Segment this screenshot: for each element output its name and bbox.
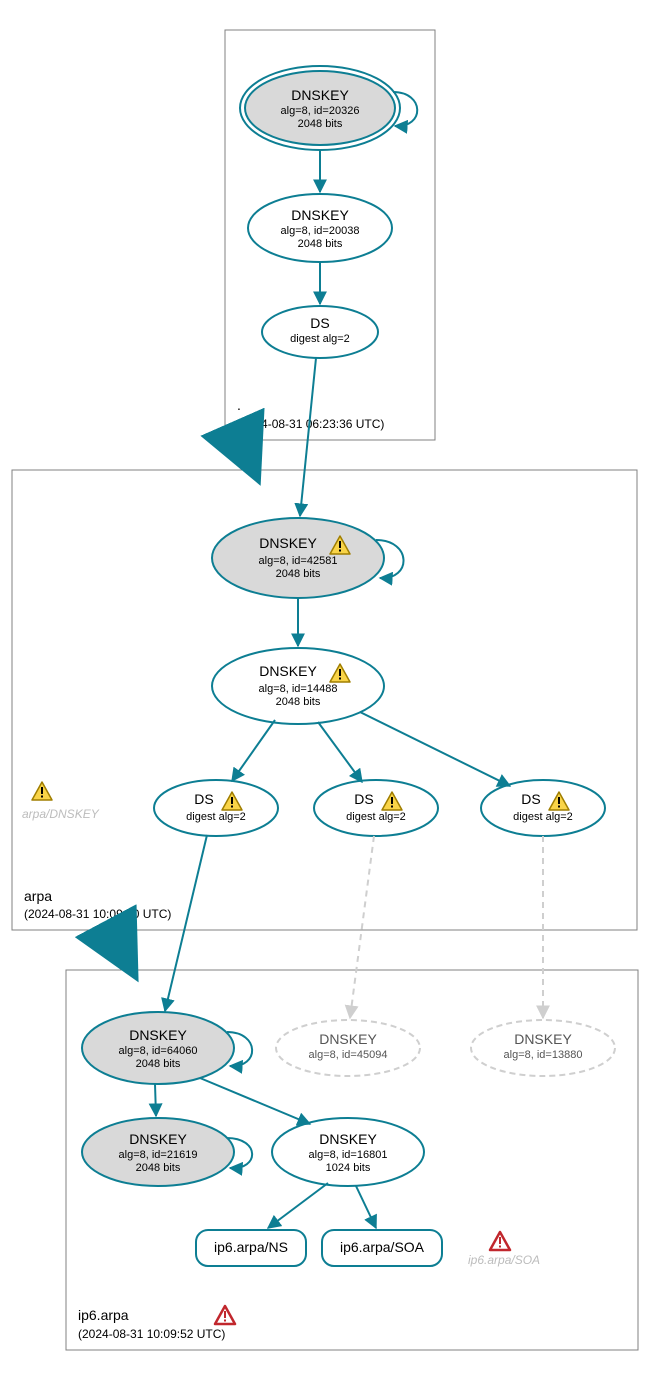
svg-text:2048 bits: 2048 bits [276, 568, 321, 580]
node-root-ksk: DNSKEY alg=8, id=20326 2048 bits [240, 66, 400, 150]
svg-text:2048 bits: 2048 bits [136, 1058, 181, 1070]
svg-text:alg=8, id=14488: alg=8, id=14488 [259, 683, 338, 695]
edge-zone-root-arpa [237, 432, 255, 473]
svg-text:ip6.arpa/SOA: ip6.arpa/SOA [468, 1253, 540, 1267]
svg-text:DNSKEY: DNSKEY [514, 1031, 572, 1047]
node-ip6-zsk: DNSKEY alg=8, id=16801 1024 bits [272, 1118, 424, 1186]
node-ip6-ghost2: DNSKEY alg=8, id=13880 [471, 1020, 615, 1076]
svg-text:digest alg=2: digest alg=2 [513, 811, 573, 823]
edge-ip6-ksk-ksk2 [155, 1084, 156, 1116]
node-root-zsk: DNSKEY alg=8, id=20038 2048 bits [248, 194, 392, 262]
node-arpa-ds1: DS digest alg=2 [154, 780, 278, 836]
node-ip6-soa: ip6.arpa/SOA [322, 1230, 442, 1266]
svg-text:DNSKEY: DNSKEY [291, 87, 349, 103]
node-arpa-ds2: DS digest alg=2 [314, 780, 438, 836]
svg-text:DS: DS [194, 791, 213, 807]
edge-arpazsk-ds1 [232, 720, 275, 781]
svg-text:2048 bits: 2048 bits [298, 238, 343, 250]
svg-text:alg=8, id=13880: alg=8, id=13880 [504, 1049, 583, 1061]
svg-text:DS: DS [354, 791, 373, 807]
edge-arpazsk-ds3 [360, 712, 510, 786]
svg-text:digest alg=2: digest alg=2 [290, 333, 350, 345]
svg-text:alg=8, id=20038: alg=8, id=20038 [281, 225, 360, 237]
svg-text:2048 bits: 2048 bits [136, 1162, 181, 1174]
node-ip6-ksk2: DNSKEY alg=8, id=21619 2048 bits [82, 1118, 234, 1186]
node-arpa-zsk: DNSKEY alg=8, id=14488 2048 bits [212, 648, 384, 724]
edge-zsk-soa [356, 1186, 376, 1228]
edge-ip6-ksk-zsk [200, 1078, 310, 1124]
edge-zone-arpa-ip6 [108, 925, 132, 970]
zone-arpa-title: arpa [24, 888, 52, 904]
svg-text:ip6.arpa/SOA: ip6.arpa/SOA [340, 1239, 425, 1255]
svg-text:2048 bits: 2048 bits [298, 118, 343, 130]
node-ip6-ns: ip6.arpa/NS [196, 1230, 306, 1266]
ip6-extra-error: ip6.arpa/SOA [468, 1232, 540, 1267]
svg-text:DS: DS [521, 791, 540, 807]
node-arpa-ksk: DNSKEY alg=8, id=42581 2048 bits [212, 518, 384, 598]
svg-text:DNSKEY: DNSKEY [259, 535, 317, 551]
svg-text:ip6.arpa/NS: ip6.arpa/NS [214, 1239, 288, 1255]
svg-text:DNSKEY: DNSKEY [291, 207, 349, 223]
svg-text:2048 bits: 2048 bits [276, 696, 321, 708]
arpa-extra-warning: arpa/DNSKEY [22, 782, 100, 821]
svg-text:alg=8, id=64060: alg=8, id=64060 [119, 1045, 198, 1057]
dnssec-diagram: . (2024-08-31 06:23:36 UTC) DNSKEY alg=8… [0, 0, 660, 1382]
edge-ds1-ip6ksk [165, 835, 207, 1011]
svg-text:alg=8, id=42581: alg=8, id=42581 [259, 555, 338, 567]
svg-text:alg=8, id=20326: alg=8, id=20326 [281, 105, 360, 117]
node-ip6-ksk: DNSKEY alg=8, id=64060 2048 bits [82, 1012, 234, 1084]
svg-text:DNSKEY: DNSKEY [319, 1031, 377, 1047]
zone-root-title: . [237, 397, 241, 413]
zone-ip6-error-icon [215, 1306, 235, 1324]
edge-rootds-arpaksk [300, 358, 316, 516]
node-root-ds: DS digest alg=2 [262, 306, 378, 358]
svg-text:digest alg=2: digest alg=2 [186, 811, 246, 823]
zone-ip6-title: ip6.arpa [78, 1307, 129, 1323]
svg-text:digest alg=2: digest alg=2 [346, 811, 406, 823]
node-arpa-ds3: DS digest alg=2 [481, 780, 605, 836]
zone-arpa-time: (2024-08-31 10:09:20 UTC) [24, 907, 171, 921]
edge-zsk-ns [268, 1183, 328, 1228]
zone-ip6-time: (2024-08-31 10:09:52 UTC) [78, 1327, 225, 1341]
svg-text:alg=8, id=45094: alg=8, id=45094 [309, 1049, 388, 1061]
edge-arpazsk-ds2 [318, 722, 362, 782]
svg-text:DS: DS [310, 315, 329, 331]
svg-text:DNSKEY: DNSKEY [319, 1131, 377, 1147]
svg-text:1024 bits: 1024 bits [326, 1162, 371, 1174]
svg-text:alg=8, id=16801: alg=8, id=16801 [309, 1149, 388, 1161]
svg-text:alg=8, id=21619: alg=8, id=21619 [119, 1149, 198, 1161]
edge-ds2-ghost1 [350, 836, 374, 1018]
node-ip6-ghost1: DNSKEY alg=8, id=45094 [276, 1020, 420, 1076]
svg-text:arpa/DNSKEY: arpa/DNSKEY [22, 807, 100, 821]
svg-text:DNSKEY: DNSKEY [129, 1131, 187, 1147]
svg-text:DNSKEY: DNSKEY [129, 1027, 187, 1043]
svg-text:DNSKEY: DNSKEY [259, 663, 317, 679]
